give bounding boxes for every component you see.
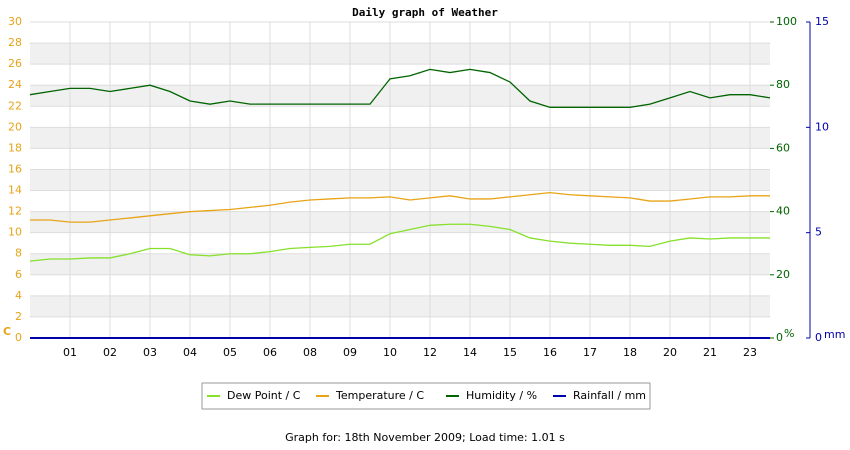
y2-tick-label: 20	[776, 268, 790, 281]
grid-band	[30, 253, 770, 275]
y-tick-label: 30	[8, 15, 22, 28]
x-tick-label: 01	[63, 346, 77, 359]
x-tick-label: 15	[503, 346, 517, 359]
y-tick-label: 20	[8, 120, 22, 133]
y2-tick-label: 40	[776, 205, 790, 218]
chart-title: Daily graph of Weather	[352, 6, 498, 19]
y-tick-label: 12	[8, 205, 22, 218]
y-tick-label: 28	[8, 36, 22, 49]
grid-band	[30, 295, 770, 317]
y-tick-label: 4	[15, 289, 22, 302]
y3-tick-label: 10	[815, 120, 829, 133]
legend-label: Humidity / %	[466, 389, 537, 402]
y3-axis-label: mm	[824, 328, 845, 341]
x-tick-label: 14	[463, 346, 477, 359]
legend-label: Temperature / C	[335, 389, 424, 402]
grid-band	[30, 127, 770, 149]
y-tick-label: 24	[8, 78, 22, 91]
y3-tick-label: 5	[815, 226, 822, 239]
grid-band	[30, 85, 770, 107]
legend-label: Rainfall / mm	[573, 389, 646, 402]
y3-tick-label: 15	[815, 15, 829, 28]
legend-box	[201, 382, 651, 410]
x-tick-label: 16	[543, 346, 557, 359]
y3-tick-label: 0	[815, 331, 822, 344]
x-tick-label: 03	[143, 346, 157, 359]
x-tick-label: 17	[583, 346, 597, 359]
x-tick-label: 12	[423, 346, 437, 359]
x-tick-label: 18	[623, 346, 637, 359]
x-tick-label: 09	[343, 346, 357, 359]
y-tick-label: 18	[8, 141, 22, 154]
x-tick-label: 10	[383, 346, 397, 359]
grid-band	[30, 211, 770, 233]
x-tick-label: 06	[263, 346, 277, 359]
footer: Graph for: 18th November 2009; Load time…	[285, 431, 565, 444]
series-line	[29, 223, 770, 262]
y2-axis-label: %	[784, 327, 794, 340]
x-tick-label: 02	[103, 346, 117, 359]
y2-tick-label: 60	[776, 141, 790, 154]
y2-tick-label: 80	[776, 78, 790, 91]
y-tick-label: 0	[15, 331, 22, 344]
y-tick-label: 6	[15, 268, 22, 281]
y-tick-label: 8	[15, 247, 22, 260]
y-axis-label: C	[3, 325, 11, 338]
x-tick-label: 05	[223, 346, 237, 359]
x-tick-label: 20	[663, 346, 677, 359]
y-tick-label: 22	[8, 99, 22, 112]
x-tick-label: 04	[183, 346, 197, 359]
y-tick-label: 16	[8, 162, 22, 175]
y-tick-label: 2	[15, 310, 22, 323]
series-line	[29, 68, 771, 108]
x-tick-label: 08	[303, 346, 317, 359]
y2-tick-label: 0	[776, 331, 783, 344]
y-tick-label: 26	[8, 57, 22, 70]
y-tick-label: 14	[8, 184, 22, 197]
grid-band	[30, 169, 770, 191]
y2-tick-label: 100	[776, 15, 797, 28]
legend-label: Dew Point / C	[227, 389, 301, 402]
grid-band	[30, 43, 770, 65]
x-tick-label: 21	[703, 346, 717, 359]
y-tick-label: 10	[8, 226, 22, 239]
series-line	[30, 191, 770, 223]
x-tick-label: 23	[743, 346, 757, 359]
